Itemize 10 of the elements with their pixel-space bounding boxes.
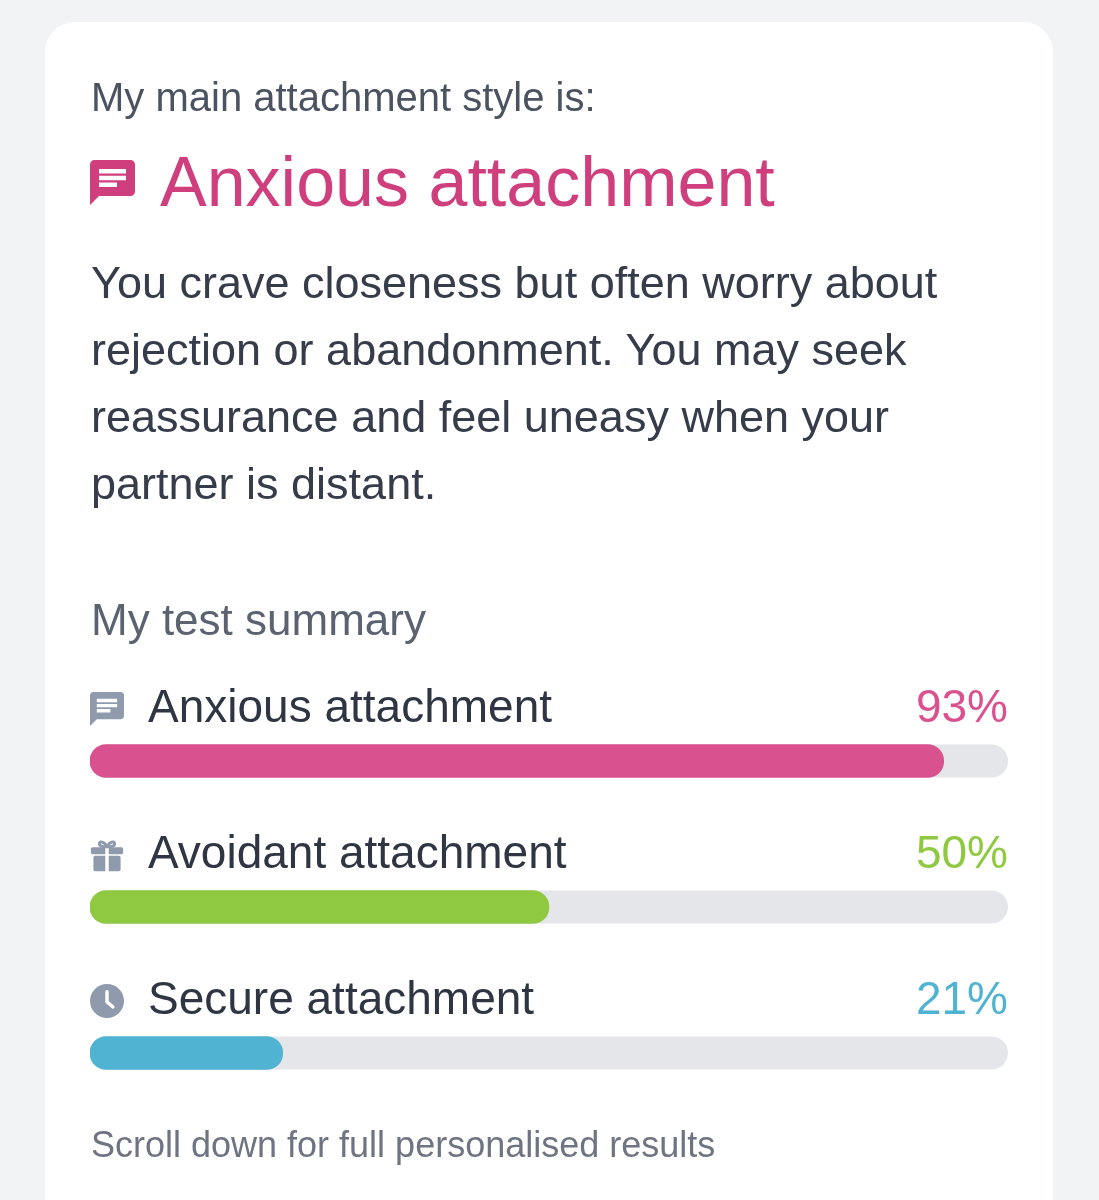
data-label: 93%	[915, 679, 1008, 732]
y-tick-label: Avoidant attachment	[148, 825, 567, 878]
chart-title: My test summary	[91, 594, 426, 646]
data-label: 50%	[915, 825, 1008, 878]
y-tick-label: Secure attachment	[148, 971, 535, 1024]
text: You crave closeness but often worry about rejection or abandonment. You may seek reassurance and feel uneasy when your partner is distant.	[91, 256, 939, 511]
y-tick-label: Anxious attachment	[148, 679, 553, 732]
text: My main attachment style is:	[91, 74, 596, 121]
data-label: 21%	[915, 971, 1008, 1024]
text: Scroll down for full personalised results	[91, 1123, 716, 1167]
